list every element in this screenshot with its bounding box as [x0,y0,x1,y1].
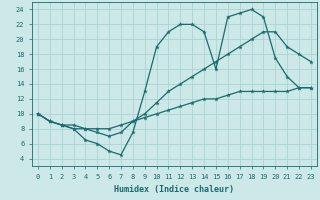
X-axis label: Humidex (Indice chaleur): Humidex (Indice chaleur) [115,185,234,194]
